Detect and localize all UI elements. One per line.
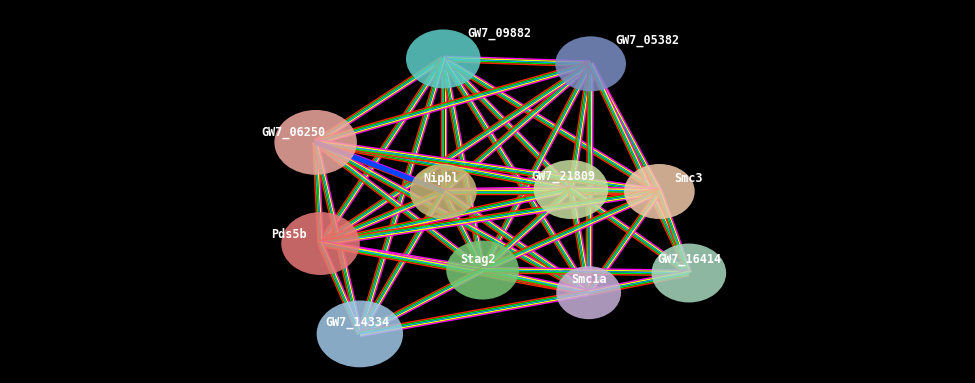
Ellipse shape: [274, 110, 357, 175]
Ellipse shape: [410, 164, 477, 219]
Text: GW7_21809: GW7_21809: [531, 170, 596, 183]
Text: Stag2: Stag2: [460, 254, 495, 266]
Text: GW7_14334: GW7_14334: [326, 316, 390, 329]
Ellipse shape: [406, 29, 481, 88]
Ellipse shape: [447, 241, 519, 300]
Text: GW7_09882: GW7_09882: [468, 28, 532, 41]
Text: Pds5b: Pds5b: [271, 228, 307, 241]
Text: Smc1a: Smc1a: [571, 273, 606, 286]
Text: Smc3: Smc3: [674, 172, 703, 185]
Ellipse shape: [624, 164, 695, 219]
Text: Nipbl: Nipbl: [424, 172, 459, 185]
Ellipse shape: [533, 160, 608, 219]
Text: GW7_05382: GW7_05382: [615, 34, 680, 47]
Ellipse shape: [555, 36, 626, 91]
Ellipse shape: [557, 266, 621, 319]
Ellipse shape: [651, 244, 726, 303]
Ellipse shape: [317, 301, 403, 367]
Ellipse shape: [281, 212, 360, 275]
Text: GW7_06250: GW7_06250: [261, 126, 326, 139]
Text: GW7_16414: GW7_16414: [657, 254, 722, 266]
